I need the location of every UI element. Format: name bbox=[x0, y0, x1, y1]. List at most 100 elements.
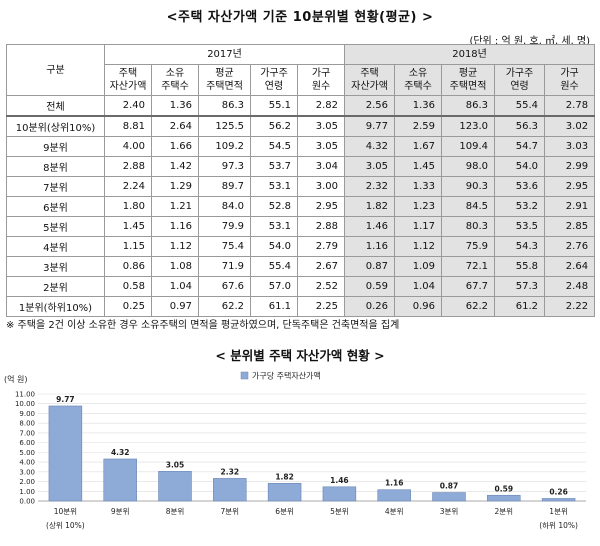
table-cell: 56.2 bbox=[250, 115, 298, 137]
table-cell: 75.9 bbox=[441, 236, 496, 257]
column-header-line: 연령 bbox=[264, 81, 284, 92]
x-tick-label: 4분위 bbox=[385, 507, 404, 516]
bar-value-label: 1.82 bbox=[275, 472, 294, 481]
bar-value-label: 0.59 bbox=[495, 484, 514, 493]
table-cell: 98.0 bbox=[441, 156, 496, 177]
column-header-line: 가구 bbox=[560, 68, 579, 79]
table-row: 8분위 2.88 1.42 97.3 53.7 3.04 3.05 1.45 98.0 54.0 2… bbox=[6, 156, 596, 177]
table-cell: 123.0 bbox=[441, 115, 496, 137]
unit-note: (단위 : 억 원, 호, ㎡, 세, 명) bbox=[469, 36, 590, 47]
table-cell: 1.16 bbox=[344, 236, 396, 257]
table-cell: 1.82 bbox=[344, 196, 396, 217]
x-tick-label: 9분위 bbox=[111, 507, 130, 516]
column-header-line: 주택면적 bbox=[206, 81, 243, 92]
column-header: 주택 자산가액 bbox=[344, 64, 396, 96]
column-header-row: 주택 자산가액 소유 주택수 평균 주택면적 가구주 연령 가구 원수 주택 자산가액 소유 주택수 평균 주… bbox=[7, 64, 596, 96]
x-tick-label: 3분위 bbox=[440, 507, 459, 516]
table-cell: 3.05 bbox=[296, 115, 346, 137]
table-body: 전체 2.40 1.36 86.3 55.1 2.82 2.56 1.36 86.3 55.4 2.… bbox=[6, 95, 596, 317]
table-cell: 1.66 bbox=[151, 136, 199, 157]
column-header-line: 원수 bbox=[311, 81, 331, 92]
table-cell: 57.3 bbox=[494, 276, 546, 297]
table-row: 1분위(하위10%) 0.25 0.97 62.2 61.1 2.25 0.26 0.96 62… bbox=[6, 296, 596, 317]
column-header-line: 주택수 bbox=[161, 81, 189, 92]
table-cell: 1.04 bbox=[394, 276, 443, 297]
table-cell: 55.4 bbox=[494, 95, 546, 117]
bar bbox=[48, 405, 83, 502]
bar-chart: 0.00 1.00 2.00 3.004.00 5.00 6.00 7.008.00 9.00… bbox=[4, 371, 600, 545]
table-row: 6분위 1.80 1.21 84.0 52.8 2.95 1.82 1.23 84.5 53.2 2… bbox=[6, 196, 596, 217]
row-label: 1분위(하위10%) bbox=[6, 296, 105, 317]
table-row: 4분위 1.15 1.12 75.4 54.0 2.79 1.16 1.12 75.9 54.3 2… bbox=[6, 236, 596, 257]
table-cell: 55.8 bbox=[494, 256, 546, 277]
table-cell: 2.82 bbox=[296, 95, 346, 117]
y-tick-label: 6.00 bbox=[19, 439, 35, 447]
row-label: 8분위 bbox=[6, 156, 105, 177]
column-header-line: 주택 bbox=[360, 68, 379, 79]
x-tick-label: 1분위 bbox=[549, 507, 568, 516]
column-header-line: 평균 bbox=[215, 68, 234, 79]
column-header-line: 주택 bbox=[118, 68, 138, 79]
table-cell: 2.99 bbox=[544, 156, 596, 177]
table-cell: 62.2 bbox=[441, 296, 496, 317]
column-header-line: 소유 bbox=[165, 68, 185, 79]
table-cell: 2.56 bbox=[344, 95, 396, 117]
year-2018-header: 2018년 bbox=[344, 44, 596, 65]
table-cell: 3.02 bbox=[544, 115, 596, 137]
table-cell: 56.3 bbox=[494, 115, 546, 137]
table-cell: 2.64 bbox=[151, 115, 199, 137]
row-label: 10분위(상위10%) bbox=[6, 115, 105, 137]
table-cell: 2.24 bbox=[104, 176, 152, 197]
y-tick-label: 1.00 bbox=[19, 488, 35, 496]
table-cell: 1.29 bbox=[151, 176, 199, 197]
table-cell: 62.2 bbox=[198, 296, 251, 317]
column-header-line: 주택면적 bbox=[449, 81, 487, 92]
table-cell: 53.2 bbox=[494, 196, 546, 217]
table-cell: 8.81 bbox=[104, 115, 152, 137]
table-cell: 53.1 bbox=[250, 176, 298, 197]
table-cell: 2.79 bbox=[296, 236, 346, 257]
table-cell: 55.1 bbox=[250, 95, 298, 117]
table-cell: 1.33 bbox=[394, 176, 443, 197]
year-2017-header: 2017년 bbox=[103, 44, 346, 65]
table-cell: 53.7 bbox=[250, 156, 298, 177]
table-row: 전체 2.40 1.36 86.3 55.1 2.82 2.56 1.36 86.3 55.4 2.… bbox=[6, 95, 596, 117]
y-tick-label: 0.00 bbox=[19, 498, 35, 506]
table-row: 5분위 1.45 1.16 79.9 53.1 2.88 1.46 1.17 80.3 53.5 2… bbox=[6, 216, 596, 237]
y-tick-label: 7.00 bbox=[19, 429, 35, 437]
column-header: 가구 원수 bbox=[296, 64, 346, 96]
table-cell: 1.12 bbox=[394, 236, 443, 257]
bar-value-label: 4.32 bbox=[111, 448, 130, 457]
table-cell: 54.7 bbox=[494, 136, 546, 157]
table-cell: 1.12 bbox=[151, 236, 199, 257]
table-cell: 86.3 bbox=[198, 95, 251, 117]
table-cell: 3.05 bbox=[296, 136, 346, 157]
table-cell: 1.15 bbox=[104, 236, 152, 257]
table-cell: 0.86 bbox=[104, 256, 152, 277]
table-cell: 3.05 bbox=[344, 156, 396, 177]
table-cell: 2.95 bbox=[296, 196, 346, 217]
table-cell: 2.88 bbox=[104, 156, 152, 177]
table-cell: 72.1 bbox=[441, 256, 496, 277]
table-cell: 52.8 bbox=[250, 196, 298, 217]
table-cell: 1.80 bbox=[104, 196, 152, 217]
table-cell: 67.7 bbox=[441, 276, 496, 297]
row-label: 5분위 bbox=[6, 216, 105, 237]
stats-table: 구분 2017년 2018년 주택 자산가액 소유 주택수 평균 주택면적 가구주 연령 가구 원… bbox=[6, 44, 596, 317]
x-tick-label: 10분위 bbox=[54, 507, 77, 516]
column-header-line: 원수 bbox=[560, 81, 579, 92]
table-row: 10분위(상위10%) 8.81 2.64 125.5 56.2 3.05 9.77 2.59… bbox=[6, 115, 596, 137]
y-tick-label: 9.00 bbox=[19, 410, 35, 418]
table-row: 3분위 0.86 1.08 71.9 55.4 2.67 0.87 1.09 72.1 55.8 2… bbox=[6, 256, 596, 277]
table-cell: 53.5 bbox=[494, 216, 546, 237]
bar bbox=[432, 492, 466, 502]
table-cell: 2.64 bbox=[544, 256, 596, 277]
table-cell: 9.77 bbox=[344, 115, 396, 137]
y-tick-label: 8.00 bbox=[19, 420, 35, 428]
table-cell: 2.76 bbox=[544, 236, 596, 257]
table-cell: 90.3 bbox=[441, 176, 496, 197]
x-tick-sublabel: (하위 10%) bbox=[539, 520, 578, 530]
table-cell: 109.2 bbox=[198, 136, 251, 157]
